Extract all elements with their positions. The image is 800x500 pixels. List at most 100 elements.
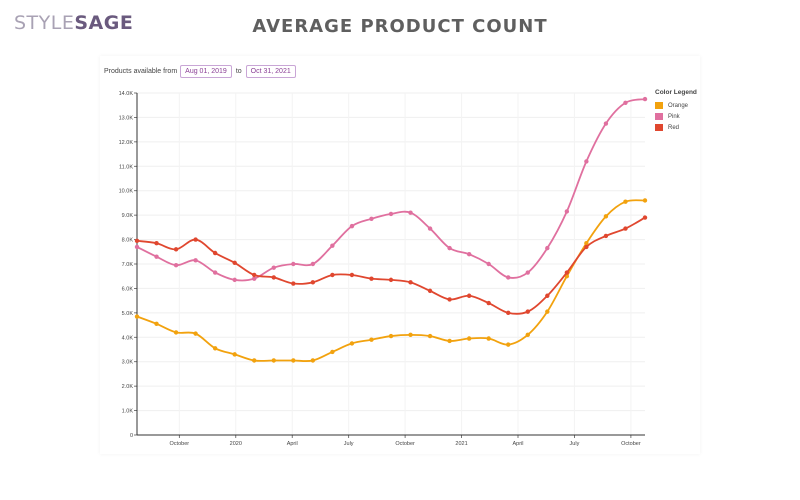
series-line-red bbox=[136, 216, 646, 315]
data-point-red bbox=[291, 281, 296, 286]
data-point-orange bbox=[330, 349, 335, 355]
data-point-pink bbox=[506, 275, 511, 280]
legend-label-pink: Pink bbox=[668, 113, 680, 120]
data-point-orange bbox=[388, 333, 394, 339]
data-point-orange bbox=[603, 214, 609, 219]
data-point-red bbox=[525, 309, 530, 314]
data-point-orange bbox=[466, 336, 472, 341]
date-filter: Products available from Aug 01, 2019 to … bbox=[104, 64, 300, 78]
data-point-orange bbox=[252, 358, 257, 363]
y-tick-label: 13.0K bbox=[119, 115, 134, 121]
brand-logo[interactable]: STYLESAGE bbox=[14, 14, 133, 33]
y-tick-label: 7.0K bbox=[122, 262, 134, 268]
data-point-red bbox=[369, 276, 374, 281]
y-tick-label: 4.0K bbox=[122, 335, 134, 341]
data-point-pink bbox=[545, 245, 550, 251]
legend-label-red: Red bbox=[668, 124, 680, 131]
date-filter-to: to bbox=[235, 67, 242, 75]
data-point-red bbox=[466, 293, 472, 298]
data-point-pink bbox=[466, 252, 472, 257]
legend-item-pink[interactable]: Pink bbox=[655, 111, 697, 122]
y-tick-label: 10.0K bbox=[119, 189, 134, 195]
data-point-red bbox=[349, 272, 355, 278]
data-point-red bbox=[232, 260, 237, 265]
legend-swatch-orange bbox=[655, 102, 663, 109]
data-point-orange bbox=[623, 199, 628, 204]
data-point-orange bbox=[154, 321, 159, 327]
legend-item-orange[interactable]: Orange bbox=[655, 100, 697, 111]
x-tick-label: July bbox=[570, 441, 580, 447]
data-point-pink bbox=[212, 270, 218, 275]
x-tick-label: April bbox=[287, 441, 298, 447]
x-tick-label: October bbox=[170, 441, 190, 447]
data-point-pink bbox=[388, 211, 394, 217]
data-point-red bbox=[584, 244, 589, 250]
data-point-pink bbox=[603, 121, 609, 126]
end-date-input[interactable]: Oct 31, 2021 bbox=[245, 64, 296, 78]
data-point-orange bbox=[193, 331, 198, 336]
data-point-pink bbox=[564, 209, 570, 214]
data-point-pink bbox=[349, 223, 355, 229]
data-point-red bbox=[154, 241, 159, 246]
legend-swatch-red bbox=[655, 124, 663, 131]
data-point-red bbox=[408, 280, 413, 285]
data-point-orange bbox=[134, 314, 140, 319]
x-tick-label: October bbox=[395, 441, 415, 447]
data-point-orange bbox=[642, 198, 648, 203]
start-date-input[interactable]: Aug 01, 2019 bbox=[180, 64, 232, 78]
chart-panel bbox=[100, 56, 700, 454]
data-point-orange bbox=[212, 346, 218, 351]
data-point-pink bbox=[642, 96, 648, 102]
x-tick-label: 2020 bbox=[230, 441, 242, 447]
y-tick-label: 2.0K bbox=[122, 384, 134, 390]
data-point-orange bbox=[369, 337, 374, 342]
data-point-red bbox=[134, 238, 140, 243]
data-point-red bbox=[642, 215, 648, 220]
data-point-orange bbox=[310, 358, 316, 363]
data-point-orange bbox=[173, 330, 179, 335]
data-point-orange bbox=[584, 241, 589, 246]
y-tick-label: 3.0K bbox=[122, 360, 134, 366]
data-point-pink bbox=[154, 254, 159, 259]
data-point-red bbox=[545, 293, 550, 298]
data-point-pink bbox=[623, 100, 628, 105]
data-point-pink bbox=[427, 226, 433, 231]
data-point-pink bbox=[291, 261, 296, 267]
data-point-red bbox=[506, 310, 511, 316]
data-point-pink bbox=[134, 244, 140, 250]
data-point-red bbox=[252, 272, 257, 278]
data-point-pink bbox=[447, 245, 452, 251]
data-point-orange bbox=[525, 332, 530, 338]
data-point-pink bbox=[271, 265, 276, 270]
data-point-orange bbox=[291, 358, 296, 363]
data-point-orange bbox=[232, 352, 237, 357]
data-point-red bbox=[212, 250, 218, 256]
data-point-orange bbox=[486, 336, 491, 341]
data-point-orange bbox=[506, 342, 511, 347]
data-point-orange bbox=[545, 309, 550, 314]
data-point-red bbox=[330, 272, 335, 278]
data-point-pink bbox=[193, 258, 198, 263]
y-tick-label: 9.0K bbox=[122, 213, 134, 219]
data-point-red bbox=[173, 247, 179, 252]
page-title: AVERAGE PRODUCT COUNT bbox=[252, 16, 548, 37]
date-filter-prefix: Products available from bbox=[104, 67, 178, 75]
data-point-red bbox=[447, 297, 452, 302]
x-tick-label: 2021 bbox=[455, 441, 467, 447]
y-tick-label: 12.0K bbox=[119, 140, 134, 146]
data-point-red bbox=[310, 280, 316, 285]
y-tick-label: 14.0K bbox=[119, 91, 134, 97]
legend-item-red[interactable]: Red bbox=[655, 122, 697, 133]
y-tick-label: 0 bbox=[130, 433, 133, 439]
data-point-pink bbox=[173, 263, 179, 268]
data-point-orange bbox=[349, 341, 355, 346]
legend-swatch-pink bbox=[655, 113, 663, 120]
y-tick-label: 5.0K bbox=[122, 311, 134, 317]
data-point-orange bbox=[271, 358, 276, 363]
legend-label-orange: Orange bbox=[668, 102, 689, 109]
y-tick-label: 6.0K bbox=[122, 286, 134, 292]
y-tick-label: 8.0K bbox=[122, 238, 134, 244]
data-point-red bbox=[486, 300, 491, 306]
data-point-red bbox=[623, 226, 628, 231]
